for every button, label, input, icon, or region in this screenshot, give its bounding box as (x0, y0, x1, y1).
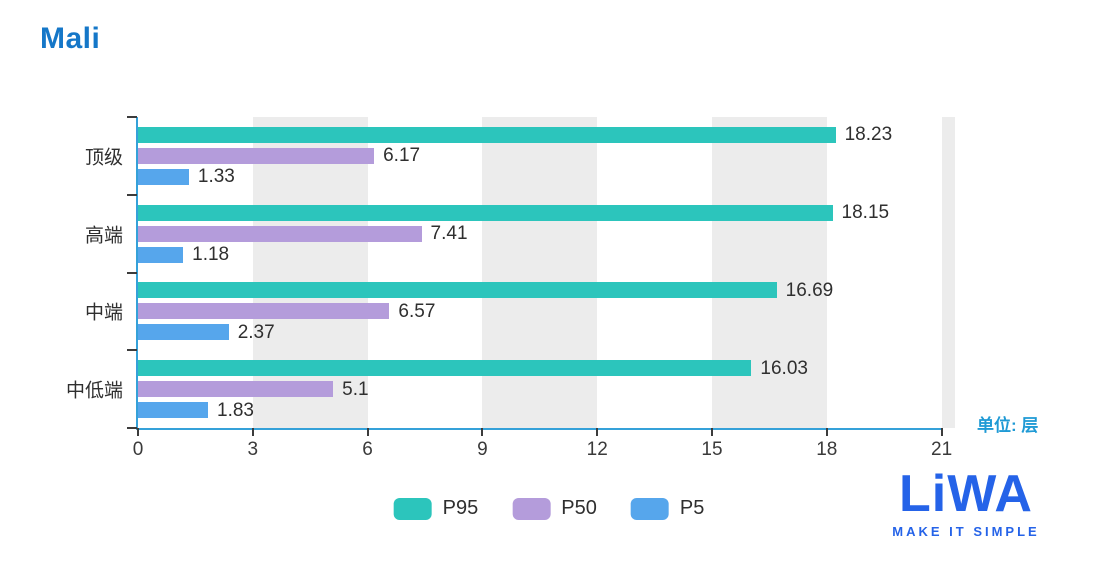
bar-row: 2.37 (138, 321, 955, 343)
legend-label: P5 (679, 497, 705, 519)
x-axis-tick (481, 428, 484, 436)
category-label: 高端 (84, 225, 123, 247)
p95-bar (138, 360, 752, 377)
x-axis-line (136, 428, 942, 430)
x-axis-tick (596, 428, 599, 436)
bar-row: 16.03 (138, 357, 955, 379)
liwa-logo: LiWA MAKE IT SIMPLE (876, 468, 1056, 539)
bar-row: 6.57 (138, 300, 955, 322)
split-area-band (712, 117, 827, 428)
x-axis-tick-label: 0 (132, 439, 144, 460)
p5-value-label: 1.33 (197, 166, 235, 188)
legend-item-p5[interactable]: P5 (630, 497, 705, 520)
category-label: 中端 (84, 302, 123, 324)
p95-value-label: 16.69 (785, 279, 834, 301)
y-axis-tick (127, 427, 137, 429)
p5-bar (138, 402, 209, 419)
y-axis-tick (127, 116, 137, 118)
p50-value-label: 5.1 (342, 378, 369, 400)
unit-label: 单位: 层 (977, 416, 1039, 435)
x-axis-tick-label: 18 (816, 439, 838, 460)
p5-bar (138, 246, 184, 263)
bar-row: 1.83 (138, 399, 955, 421)
p5-bar (138, 324, 229, 341)
category-label: 中低端 (65, 380, 123, 402)
x-axis-tick (940, 428, 943, 436)
category-label: 顶级 (84, 147, 123, 169)
p5-value-label: 1.83 (217, 399, 254, 421)
p5-value-label: 2.37 (237, 321, 275, 343)
x-axis-tick (366, 428, 369, 436)
p95-bar (138, 282, 777, 299)
y-axis-tick (127, 193, 137, 196)
logo-tagline: MAKE IT SIMPLE (892, 524, 1040, 539)
split-area-band (252, 117, 368, 428)
x-axis-tick (825, 428, 828, 436)
p50-value-label: 7.41 (430, 223, 468, 245)
legend-label: P50 (561, 497, 597, 519)
p50-bar (138, 381, 334, 398)
page-title: Mali (40, 22, 101, 55)
p95-bar (138, 126, 836, 143)
split-area-band (482, 117, 598, 428)
x-axis-tick-label: 21 (931, 439, 953, 460)
p50-bar (138, 225, 422, 242)
y-axis-tick (127, 349, 137, 352)
x-axis-tick (137, 428, 139, 436)
bar-row: 16.69 (138, 279, 955, 301)
p95-bar (138, 204, 833, 221)
p5-value-label: 1.18 (192, 244, 230, 266)
p5-bar (138, 168, 189, 185)
p95-value-label: 18.23 (844, 124, 893, 146)
bar-row: 1.18 (138, 244, 955, 266)
category-group: 顶级 18.23 6.17 1.33 (85, 117, 955, 195)
x-axis-tick-label: 3 (247, 439, 259, 460)
x-axis-tick-label: 12 (586, 439, 608, 460)
legend-item-p95[interactable]: P95 (393, 497, 479, 520)
legend: P95 P50 P5 (393, 497, 705, 520)
p5-legend-swatch (630, 497, 669, 520)
p95-value-label: 18.15 (841, 202, 890, 224)
plot-area: 顶级 18.23 6.17 1.33 高端 18.15 7.41 1.18 中端 16.69 6.5… (66, 116, 955, 459)
bar-row: 6.17 (138, 145, 955, 167)
category-group: 中低端 16.03 5.1 1.83 (66, 350, 955, 428)
bar-row: 18.15 (138, 202, 955, 224)
bar-row: 1.33 (138, 166, 955, 188)
p50-legend-swatch (512, 497, 551, 520)
legend-label: P95 (442, 497, 479, 519)
legend-item-p50[interactable]: P50 (512, 497, 597, 520)
x-axis-tick-label: 6 (362, 439, 373, 460)
p50-bar (138, 147, 375, 164)
bar-row: 7.41 (138, 223, 955, 245)
category-group: 中端 16.69 6.57 2.37 (85, 273, 955, 351)
p50-value-label: 6.57 (398, 300, 436, 322)
logo-wordmark: LiWA (899, 465, 1033, 523)
y-axis-line (136, 117, 138, 429)
x-axis-tick (251, 428, 254, 436)
p95-legend-swatch (393, 497, 432, 520)
p50-bar (138, 303, 390, 320)
bar-row: 5.1 (138, 378, 955, 400)
p50-value-label: 6.17 (383, 145, 421, 167)
p95-value-label: 16.03 (760, 357, 808, 379)
x-axis-tick-label: 9 (477, 439, 488, 460)
x-axis-tick-label: 15 (701, 439, 723, 460)
y-axis-tick (127, 271, 137, 274)
x-axis-tick (711, 428, 713, 436)
category-group: 高端 18.15 7.41 1.18 (85, 195, 955, 273)
bar-groups-container: 顶级 18.23 6.17 1.33 高端 18.15 7.41 1.18 中端 16.69 6.5… (66, 117, 955, 428)
split-area-band (941, 117, 955, 428)
bar-row: 18.23 (138, 124, 955, 146)
